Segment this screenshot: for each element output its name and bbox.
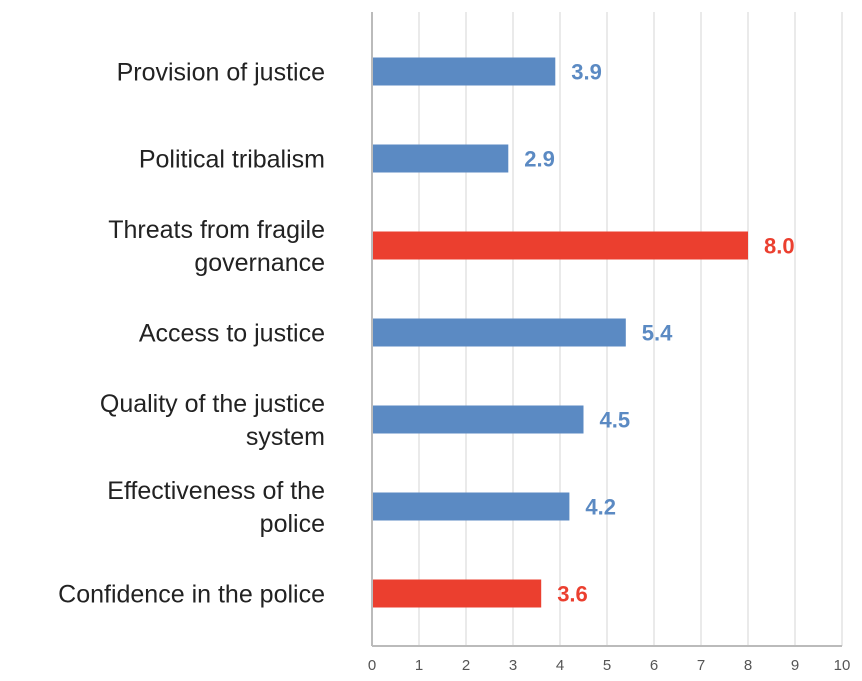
category-label: Access to justice xyxy=(139,320,325,348)
bar xyxy=(372,579,542,608)
category-label: Confidence in the police xyxy=(58,581,325,609)
x-axis-ticks: 0 1 2 3 4 5 6 7 8 9 10 xyxy=(368,657,851,674)
x-tick-label: 5 xyxy=(603,657,611,674)
category-label: Provision of justice xyxy=(117,59,325,87)
x-tick-label: 2 xyxy=(462,657,470,674)
data-label: 8.0 xyxy=(764,234,795,259)
x-tick-label: 7 xyxy=(697,657,705,674)
x-tick-label: 6 xyxy=(650,657,658,674)
x-tick-label: 10 xyxy=(834,657,851,674)
bar xyxy=(372,492,570,521)
category-labels: Provision of justice Political tribalism T… xyxy=(58,59,325,609)
x-tick-label: 9 xyxy=(791,657,799,674)
category-label: Threats from fragile governance xyxy=(108,216,325,277)
axes xyxy=(371,12,842,647)
bar xyxy=(372,144,509,173)
data-label: 2.9 xyxy=(524,147,555,172)
data-label: 3.6 xyxy=(557,582,588,607)
data-label: 4.2 xyxy=(585,495,616,520)
x-tick-label: 3 xyxy=(509,657,517,674)
category-label: Quality of the justice system xyxy=(100,390,325,451)
bar xyxy=(372,318,626,347)
x-tick-label: 0 xyxy=(368,657,376,674)
category-label: Effectiveness of the police xyxy=(107,477,325,538)
category-label: Political tribalism xyxy=(139,146,325,174)
data-label: 4.5 xyxy=(600,408,631,433)
x-tick-label: 4 xyxy=(556,657,564,674)
bar xyxy=(372,57,556,86)
bar xyxy=(372,231,748,260)
x-tick-label: 1 xyxy=(415,657,423,674)
data-label: 5.4 xyxy=(642,321,673,346)
bars xyxy=(372,57,748,608)
data-labels: 3.9 2.9 8.0 5.4 4.5 4.2 3.6 xyxy=(524,60,794,607)
data-label: 3.9 xyxy=(571,60,602,85)
x-tick-label: 8 xyxy=(744,657,752,674)
bar xyxy=(372,405,584,434)
